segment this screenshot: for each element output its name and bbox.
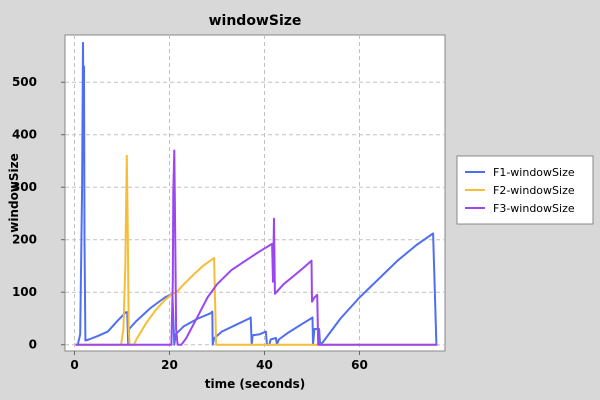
series-line-F3-windowSize: [75, 149, 438, 346]
y-tick-label: 100: [12, 285, 37, 299]
series-layer: [75, 41, 438, 346]
x-axis-label: time (seconds): [205, 377, 306, 391]
x-tick-label: 0: [70, 358, 78, 372]
ticks: 0 20 40 60 0 100 200 300 400 500: [12, 75, 368, 372]
grid: [65, 35, 445, 351]
legend-label: F1-windowSize: [493, 166, 575, 179]
y-tick-label: 200: [12, 233, 37, 247]
x-tick-label: 60: [351, 358, 368, 372]
y-tick-label: 400: [12, 128, 37, 142]
y-tick-label: 500: [12, 75, 37, 89]
legend-label: F3-windowSize: [493, 202, 575, 215]
y-axis-label: windowSize: [7, 153, 21, 233]
series-line-F2-windowSize: [75, 154, 438, 346]
y-tick-label: 300: [12, 180, 37, 194]
legend-label: F2-windowSize: [493, 184, 575, 197]
legend: F1-windowSize F2-windowSize F3-windowSize: [456, 155, 594, 225]
y-tick-label: 0: [29, 338, 37, 352]
x-tick-label: 20: [161, 358, 178, 372]
chart-title: windowSize: [209, 13, 302, 29]
x-tick-label: 40: [256, 358, 273, 372]
series-line-F1-windowSize: [75, 41, 438, 346]
